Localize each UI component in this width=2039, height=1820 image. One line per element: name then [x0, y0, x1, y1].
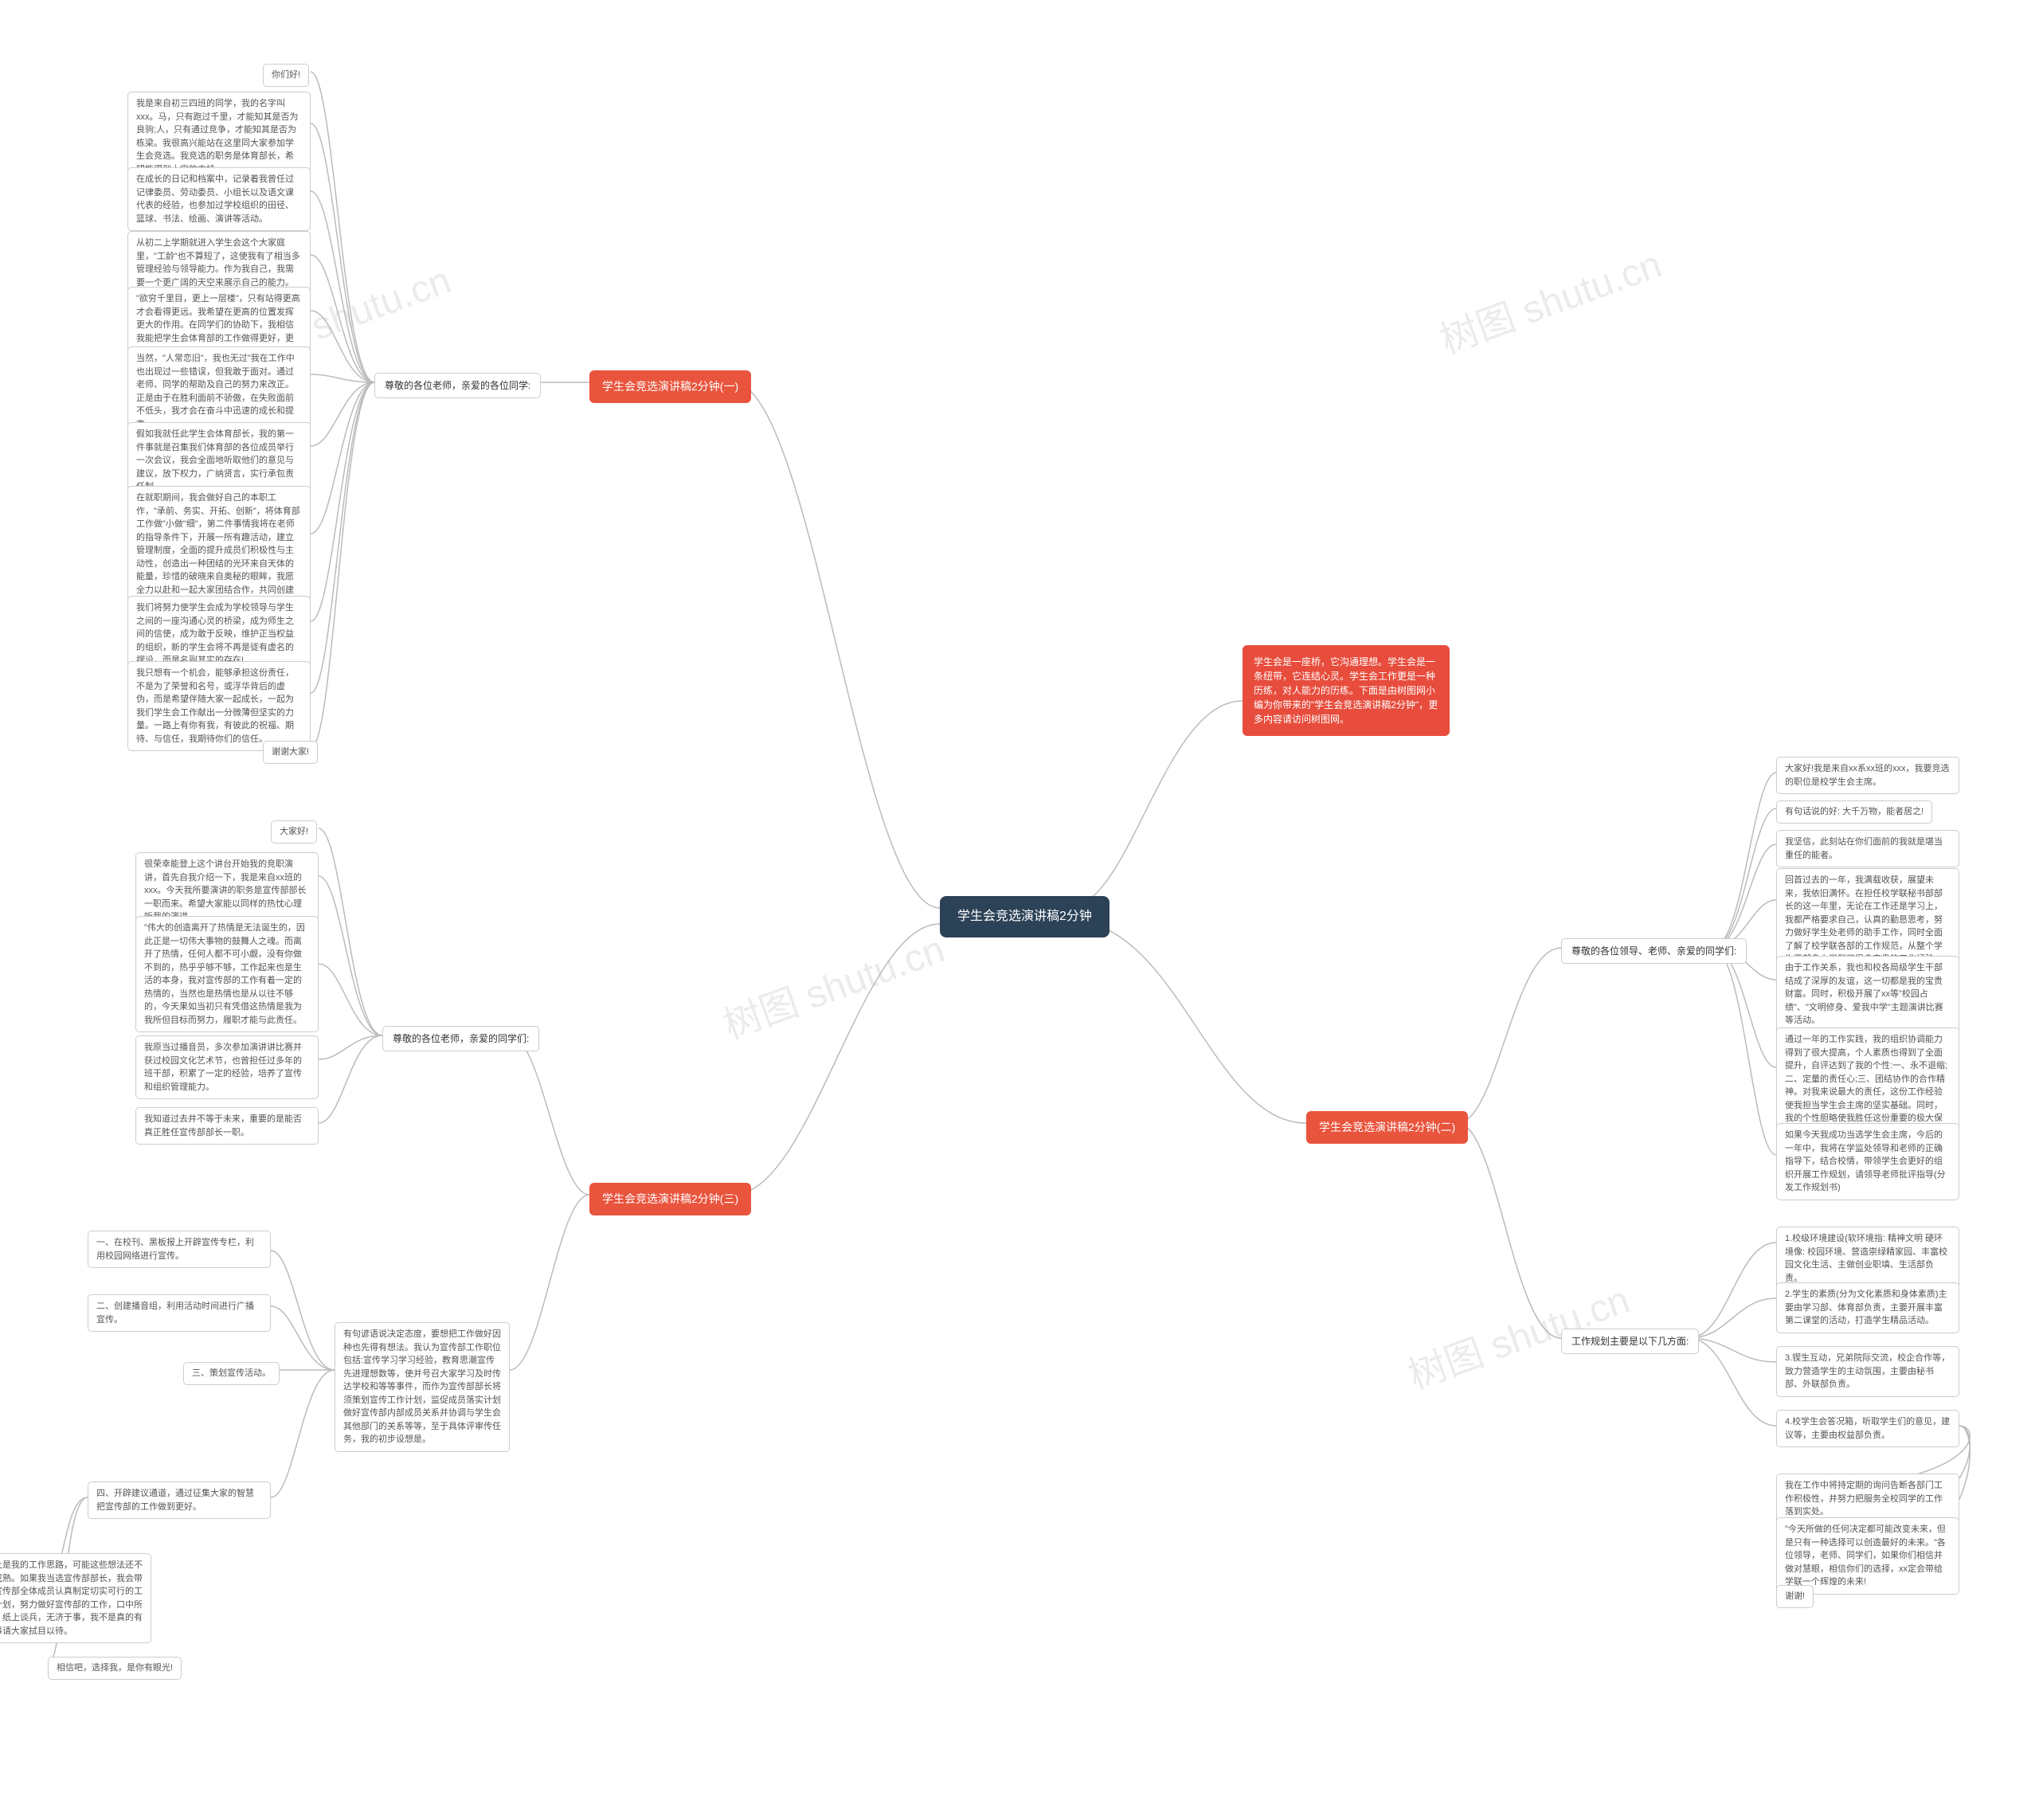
b1-leaf: 从初二上学期就进入学生会这个大家庭里，"工龄"也不算短了，这使我有了相当多管理经… — [127, 231, 311, 295]
b2-leaf: 由于工作关系，我也和校各局级学生干部结成了深厚的友谊，这一切都是我的宝贵财富。同… — [1776, 956, 1959, 1033]
branch-1-sub: 尊敬的各位老师，亲爱的各位同学: — [374, 373, 541, 398]
b3-tail: 相信吧，选择我，是你有眼光! — [48, 1657, 182, 1680]
b2-tail: "今天所做的任何决定都可能改变未来，但是只有一种选择可以创造最好的未来。"各位领… — [1776, 1517, 1959, 1595]
root-node[interactable]: 学生会竞选演讲稿2分钟 — [940, 896, 1110, 937]
b2-leaf: 如果今天我成功当选学生会主席，今后的一年中，我将在学监处领导和老师的正确指导下，… — [1776, 1123, 1959, 1200]
b1-leaf: 谢谢大家! — [263, 741, 318, 764]
watermark: 树图 shutu.cn — [714, 918, 951, 1049]
b1-leaf: 在成长的日记和档案中，记录着我曾任过记律委员、劳动委员、小组长以及语文课代表的经… — [127, 167, 311, 231]
branch-3[interactable]: 学生会竞选演讲稿2分钟(三) — [589, 1183, 751, 1215]
watermark: 树图 shutu.cn — [1431, 233, 1668, 364]
branch-2[interactable]: 学生会竞选演讲稿2分钟(二) — [1306, 1111, 1468, 1144]
b2-leaf: 大家好!我是来自xx系xx班的xxx，我要竞选的职位是校学生会主席。 — [1776, 757, 1959, 794]
branch-1[interactable]: 学生会竞选演讲稿2分钟(一) — [589, 370, 751, 403]
branch-2-sub-b: 工作规划主要是以下几方面: — [1561, 1329, 1699, 1354]
branch-3-sub: 尊敬的各位老师，亲爱的同学们: — [382, 1026, 539, 1051]
b1-leaf: 我只想有一个机会，能够承担这份责任，不是为了荣誉和名号，或浮华背后的虚伪，而是希… — [127, 661, 311, 751]
b3-leaf: "伟大的创造离开了热情是无法诞生的，因此正是一切伟大事物的鼓舞人之魂。而离开了热… — [135, 916, 319, 1032]
b2-tail: 谢谢! — [1776, 1585, 1814, 1608]
b3-tail: 以上是我的工作思路，可能这些想法还不太成熟。如果我当选宣传部部长，我会带领宣传部… — [0, 1553, 151, 1643]
b3-leaf: 我原当过播音员，多次参加演讲讲比赛并获过校园文化艺术节，也曾担任过多年的班干部，… — [135, 1035, 319, 1099]
intro-node: 学生会是一座桥，它沟通理想。学生会是一条纽带，它连结心灵。学生会工作更是一种历练… — [1243, 645, 1450, 736]
b2-planb-leaf: 1.校级环境建设(软环境指: 精神文明 硬环境像: 校园环境、营造崇绿精家园、丰… — [1776, 1227, 1959, 1290]
branch-2-sub-a: 尊敬的各位领导、老师、亲爱的同学们: — [1561, 938, 1747, 964]
b2-planb-leaf: 4.校学生会答况箱，听取学生们的意见，建议等，主要由权益部负责。 — [1776, 1410, 1959, 1447]
b3-item: 二、创建播音组，利用活动时间进行广播宣传。 — [88, 1294, 271, 1332]
b3-leaf: 大家好! — [271, 820, 317, 843]
b2-leaf: 我坚信，此刻站在你们面前的我就是堪当重任的能者。 — [1776, 830, 1959, 867]
b3-item: 一、在校刊、黑板报上开辟宣传专栏，利用校园网络进行宣传。 — [88, 1231, 271, 1268]
b2-planb-leaf: 2.学生的素质(分为文化素质和身体素质)主要由学习部、体育部负责，主要开展丰富第… — [1776, 1282, 1959, 1333]
b2-planb-leaf: 3.锲生互动，兄弟院际交流，校企合作等，致力营造学生的主动氛围，主要由秘书部、外… — [1776, 1346, 1959, 1397]
b2-leaf: 有句话说的好: 大千万物，能者居之! — [1776, 800, 1932, 824]
b1-leaf: 你们好! — [263, 64, 309, 87]
b3-item: 三、策划宣传活动。 — [183, 1362, 280, 1385]
b3-leaf: 我知道过去并不等于未来，重要的是能否真正胜任宣传部部长一职。 — [135, 1107, 319, 1145]
b3-item-4: 四、开辟建议通道，通过征集大家的智慧把宣传部的工作做到更好。 — [88, 1481, 271, 1519]
b2-tail: 我在工作中将持定期的询问告断各部门工作积极性，并努力把服务全校同学的工作落到实处… — [1776, 1474, 1959, 1524]
b3-rule: 有句谚语说决定态度，要想把工作做好因种也先得有想法。我认为宣传部工作职位包括:宣… — [335, 1322, 510, 1452]
